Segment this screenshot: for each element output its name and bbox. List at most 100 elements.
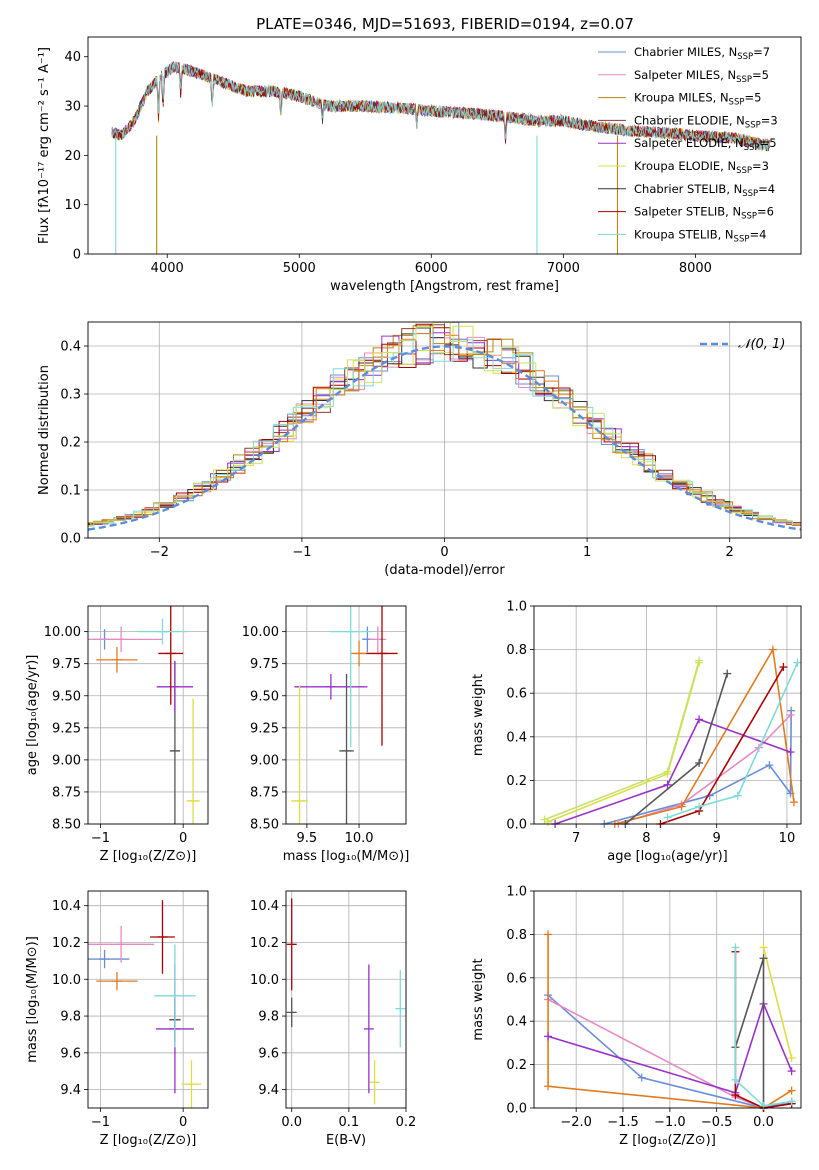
- y-tick-label: 1.0: [506, 885, 527, 900]
- y-tick-label: 9.75: [52, 657, 81, 672]
- weight-series-line: [734, 958, 765, 1108]
- legend-tail: =3: [761, 113, 778, 127]
- y-tick-label: 8.75: [250, 785, 279, 800]
- error-bar-point: [186, 698, 200, 824]
- y-tick-label: 0.0: [506, 818, 527, 833]
- y-tick-label: 0: [73, 248, 81, 263]
- x-tick-label: 8: [642, 831, 650, 846]
- y-tick-label: 9.8: [60, 1010, 81, 1025]
- y-tick-label: 10.0: [52, 973, 81, 988]
- y-tick-label: 9.00: [250, 753, 279, 768]
- residual-histogram-step: [88, 325, 801, 526]
- error-bar-point: [137, 618, 188, 645]
- y-tick-label: 10.00: [242, 625, 279, 640]
- error-bar-point: [158, 606, 184, 705]
- x-tick-label: −1.5: [607, 1115, 639, 1130]
- x-tick-label: 5000: [283, 261, 316, 276]
- y-tick-label: 9.6: [258, 1046, 279, 1061]
- legend-entry-label: Salpeter STELIB, NSSP=6: [634, 205, 774, 222]
- x-tick-label: 2: [726, 545, 734, 560]
- error-bar-point: [96, 971, 138, 991]
- x-tick-label: 7: [572, 831, 580, 846]
- x-tick-label: 10.0: [345, 831, 374, 846]
- x-tick-label: 8000: [679, 261, 712, 276]
- error-bar-point: [156, 661, 194, 713]
- y-tick-label: 8.50: [52, 818, 81, 833]
- legend-subscript: SSP: [745, 120, 761, 130]
- x-tick-label: −2: [150, 545, 169, 560]
- error-bar-point: [366, 606, 398, 746]
- x-tick-label: 1: [583, 545, 591, 560]
- y-axis-label: mass weight: [471, 674, 486, 756]
- figure-title: PLATE=0346, MJD=51693, FIBERID=0194, z=0…: [256, 15, 634, 33]
- error-bar-point: [181, 1060, 202, 1108]
- axes-frame: [285, 605, 407, 825]
- legend-subscript: SSP: [736, 166, 752, 176]
- y-tick-label: 0.1: [60, 484, 81, 499]
- y-tick-label: 0.0: [506, 1102, 527, 1117]
- y-tick-label: 0.8: [506, 928, 527, 943]
- legend-subscript: SSP: [741, 212, 757, 222]
- residual-histogram-step: [88, 322, 801, 527]
- y-tick-label: 0.2: [506, 1058, 527, 1073]
- y-tick-label: 10.4: [250, 899, 279, 914]
- y-tick-label: 9.8: [258, 1010, 279, 1025]
- y-tick-label: 9.75: [250, 657, 279, 672]
- y-tick-label: 0.2: [506, 774, 527, 789]
- axes-frame: [87, 605, 209, 825]
- weight-series-line: [762, 947, 793, 1059]
- y-tick-label: 0.4: [506, 1015, 527, 1030]
- y-tick-label: 0.6: [506, 687, 527, 702]
- x-tick-label: 10: [779, 831, 796, 846]
- legend-entry-label: Salpeter MILES, NSSP=5: [634, 68, 769, 85]
- y-tick-label: 0.2: [60, 436, 81, 451]
- y-tick-label: 9.4: [258, 1083, 279, 1098]
- weight-vs-metallicity-panel: −2.0 −1.5 −1.0 −0.5 0.0 0.0 0.2 0.4 0.6 0.8 1.0 Z […: [471, 885, 802, 1148]
- y-axis-label: age [log₁₀(age/yr)]: [25, 655, 40, 776]
- legend-entry-label: Kroupa MILES, NSSP=5: [634, 91, 761, 108]
- x-tick-label: 9: [713, 831, 721, 846]
- x-tick-label: 0: [440, 545, 448, 560]
- error-bar-point: [294, 673, 368, 700]
- legend-subscript: SSP: [729, 98, 745, 108]
- axes-frame: [285, 890, 407, 1109]
- y-tick-label: 9.4: [60, 1083, 81, 1098]
- y-tick-label: 1.0: [506, 600, 527, 615]
- legend-entry-label: Salpeter ELODIE, NSSP=5: [634, 136, 777, 153]
- x-tick-label: 0.0: [753, 1115, 774, 1130]
- error-bar-point: [329, 606, 372, 748]
- x-tick-label: −1.0: [654, 1115, 686, 1130]
- weight-series-line: [667, 662, 799, 819]
- weight-series-line: [734, 947, 792, 1107]
- legend-entry-label: Chabrier STELIB, NSSP=4: [634, 182, 775, 199]
- x-axis-label: Z [log₁₀(Z/Z⊙)]: [100, 1133, 197, 1148]
- x-tick-label: 9.5: [297, 831, 318, 846]
- legend-subscript: SSP: [737, 52, 753, 62]
- error-bar-point: [369, 626, 387, 653]
- mass-vs-reddening-panel: 0.0 0.1 0.2 9.4 9.6 9.8 10.0 10.2 10.4 E(B-V): [250, 890, 416, 1148]
- weight-series-line: [554, 718, 791, 825]
- y-tick-label: 0.8: [506, 643, 527, 658]
- x-axis-label: mass [log₁₀(M/M⊙)]: [283, 849, 410, 864]
- legend-entry-label: Kroupa ELODIE, NSSP=3: [634, 159, 769, 176]
- legend-tail: =4: [758, 182, 775, 196]
- mass-vs-metallicity-panel: −1 0 9.4 9.6 9.8 10.0 10.2 10.4 Z [log₁₀(Z/Z⊙)] m…: [25, 890, 209, 1148]
- legend-tail: =5: [760, 136, 777, 150]
- error-bar-point: [286, 898, 297, 991]
- x-axis-label: wavelength [Angstrom, rest frame]: [330, 279, 559, 294]
- x-axis-label: age [log₁₀(age/yr)]: [607, 849, 728, 864]
- weight-series-line: [547, 1001, 793, 1094]
- x-tick-label: 0: [179, 1115, 187, 1130]
- error-bar-point: [88, 626, 163, 653]
- y-tick-label: 10.2: [250, 936, 279, 951]
- residuals-panel: −2 −1 0 1 2 0.0 0.1 0.2 0.3 0.4 (data-model)/error…: [37, 321, 802, 578]
- y-tick-label: 0.0: [60, 532, 81, 547]
- y-tick-label: 0.4: [60, 340, 81, 355]
- x-tick-label: −1: [91, 1115, 110, 1130]
- error-bar-point: [286, 997, 297, 1028]
- weight-series-line: [544, 660, 700, 821]
- weight-series-line: [547, 994, 792, 1109]
- y-tick-label: 10.2: [52, 936, 81, 951]
- x-tick-label: 0.0: [281, 1115, 302, 1130]
- x-tick-label: −2.0: [560, 1115, 592, 1130]
